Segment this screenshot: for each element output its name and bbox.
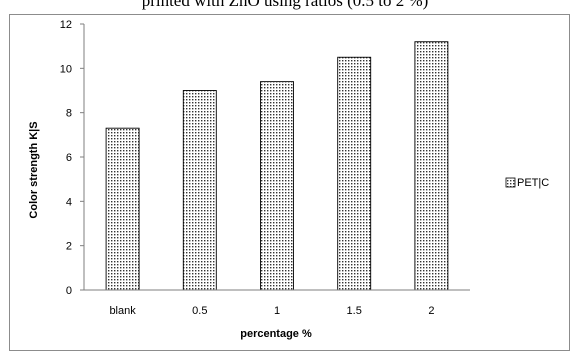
chart-title: printed with ZnO using ratios (0.5 to 2 … xyxy=(142,0,429,10)
legend-swatch xyxy=(505,177,516,188)
bar-2 xyxy=(414,41,449,291)
x-tick-label: 1.5 xyxy=(347,305,362,317)
y-tick-label: 0 xyxy=(66,285,72,297)
y-tick-label: 8 xyxy=(66,108,72,120)
x-tick-label: blank xyxy=(109,305,136,317)
bar-1 xyxy=(260,81,294,291)
bar-1.5 xyxy=(337,56,372,291)
x-axis-label: percentage % xyxy=(240,328,312,340)
y-tick-label: 12 xyxy=(60,19,72,31)
bars xyxy=(105,41,449,291)
x-tick-label: 0.5 xyxy=(192,305,207,317)
y-tick-label: 4 xyxy=(66,196,72,208)
legend-entry: PET|C xyxy=(517,177,549,189)
x-tick-label: 1 xyxy=(274,305,280,317)
x-axis-ticks: blank 0.5 1 1.5 2 xyxy=(109,305,434,317)
x-tick-label: 2 xyxy=(428,305,434,317)
bar-0.5 xyxy=(182,90,217,291)
y-tick-label: 6 xyxy=(66,152,72,164)
y-axis-ticks: 0 2 4 6 8 10 12 xyxy=(60,19,84,297)
bar-blank xyxy=(105,127,140,291)
y-tick-label: 2 xyxy=(66,241,72,253)
y-tick-label: 10 xyxy=(60,63,72,75)
y-axis-label: Color strength K|S xyxy=(28,121,40,218)
legend: PET|C xyxy=(505,177,549,189)
